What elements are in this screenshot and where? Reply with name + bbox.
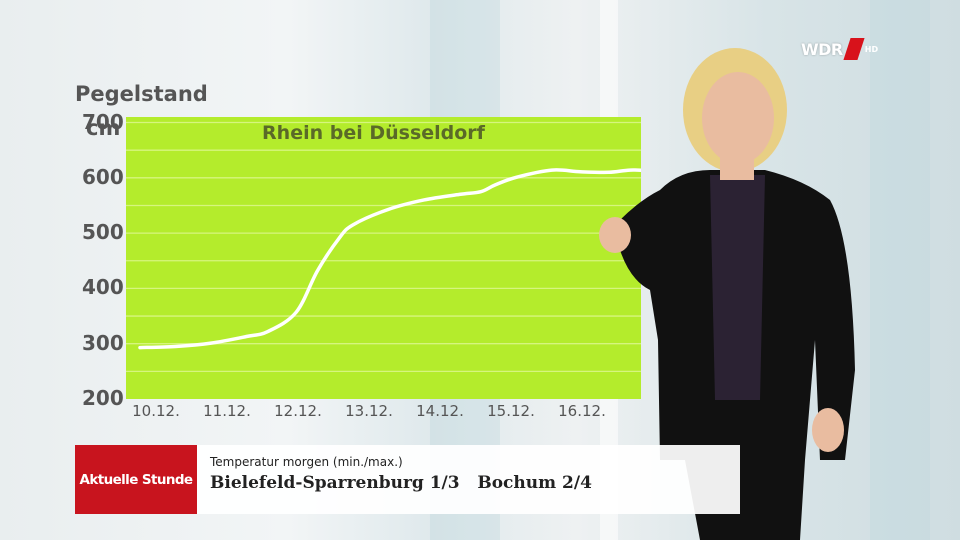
y-axis-title: Pegelstand [75, 82, 208, 106]
logo-slash-icon [843, 38, 865, 60]
y-tick-label: 700 [82, 109, 124, 134]
channel-logo: WDR HD [801, 38, 878, 60]
x-tick-label: 10.12. [132, 402, 180, 420]
y-tick-label: 200 [82, 386, 124, 410]
x-tick-label: 12.12. [274, 402, 322, 420]
program-tag: Aktuelle Stunde [75, 445, 197, 514]
info-value: Bielefeld-Sparrenburg 1/3 Bochum 2/4 [210, 473, 592, 493]
x-tick-label: 13.12. [345, 402, 393, 420]
studio-window-right [870, 0, 930, 540]
y-tick-label: 300 [82, 330, 124, 355]
x-tick-label: 11.12. [203, 402, 251, 420]
y-tick-label: 600 [82, 164, 124, 189]
info-label: Temperatur morgen (min./max.) [210, 455, 403, 469]
plot-area: Rhein bei Düsseldorf [126, 117, 641, 399]
series-line [138, 168, 641, 350]
plot-svg [126, 121, 641, 373]
y-tick-label: 400 [82, 275, 124, 300]
chart-title: Rhein bei Düsseldorf [262, 122, 485, 144]
y-tick-label: 500 [82, 220, 124, 245]
logo-hd: HD [864, 44, 879, 54]
program-name: Aktuelle Stunde [79, 471, 194, 488]
x-tick-label: 14.12. [416, 402, 464, 420]
x-tick-label: 15.12. [487, 402, 535, 420]
x-tick-label: 16.12. [558, 402, 606, 420]
y-axis-unit: cm [86, 116, 121, 140]
logo-text: WDR [801, 39, 843, 59]
lower-third: Aktuelle Stunde Temperatur morgen (min./… [75, 445, 740, 514]
